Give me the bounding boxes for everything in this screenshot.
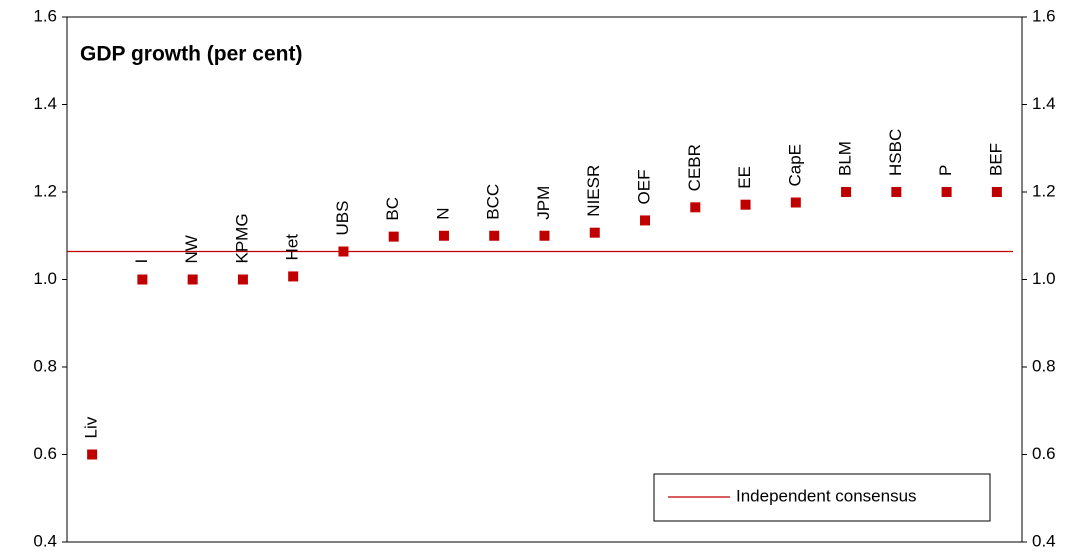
y-tick-label: 0.4 [33, 531, 57, 550]
point [539, 230, 550, 241]
y2-tick-label: 0.8 [1032, 356, 1056, 375]
y2-tick-label: 1.6 [1032, 6, 1056, 25]
point-label: BLM [836, 141, 855, 176]
y2-tick-label: 1.2 [1032, 181, 1056, 200]
y-tick-label: 1.6 [33, 6, 57, 25]
point-label: Het [283, 234, 302, 261]
point [991, 187, 1002, 197]
point-label: KPMG [232, 213, 251, 263]
point [941, 187, 952, 197]
point [589, 227, 600, 238]
point-label: EE [735, 166, 754, 189]
point-label: NIESR [584, 165, 603, 217]
point-label: N [433, 207, 452, 219]
point-label: JPM [534, 186, 553, 220]
point-label: OEF [635, 169, 654, 204]
point-label: CEBR [685, 144, 704, 191]
point [237, 274, 248, 285]
y-tick-label: 1.4 [33, 94, 57, 113]
point-label: CapE [785, 144, 804, 187]
point-label: UBS [333, 201, 352, 236]
y2-tick-label: 1.0 [1032, 269, 1056, 288]
point [388, 231, 399, 242]
y2-tick-label: 1.4 [1032, 94, 1056, 113]
point [438, 230, 449, 241]
point [338, 246, 349, 257]
point [489, 230, 500, 241]
point-label: P [936, 165, 955, 176]
chart-title: GDP growth (per cent) [80, 43, 302, 66]
y-tick-label: 0.8 [33, 356, 57, 375]
point [891, 187, 902, 197]
point [690, 202, 701, 213]
point-label: HSBC [886, 129, 905, 176]
legend-label: Independent consensus [736, 486, 917, 505]
point-label: BC [383, 197, 402, 221]
point-label: BEF [986, 143, 1005, 176]
point [87, 449, 98, 460]
point [187, 274, 198, 285]
point [640, 215, 651, 226]
point-label: BCC [484, 184, 503, 220]
point [790, 197, 801, 208]
point [288, 271, 299, 282]
point-label: I [132, 259, 151, 264]
y2-tick-label: 0.6 [1032, 444, 1056, 463]
point [740, 199, 751, 210]
y-tick-label: 1.0 [33, 269, 57, 288]
point [841, 187, 852, 197]
point [137, 274, 148, 285]
point-label: Liv [82, 416, 101, 438]
y2-tick-label: 0.4 [1032, 531, 1056, 550]
point-label: NW [182, 235, 201, 263]
y-tick-label: 1.2 [33, 181, 57, 200]
y-tick-label: 0.6 [33, 444, 57, 463]
plot-area [66, 16, 1023, 543]
